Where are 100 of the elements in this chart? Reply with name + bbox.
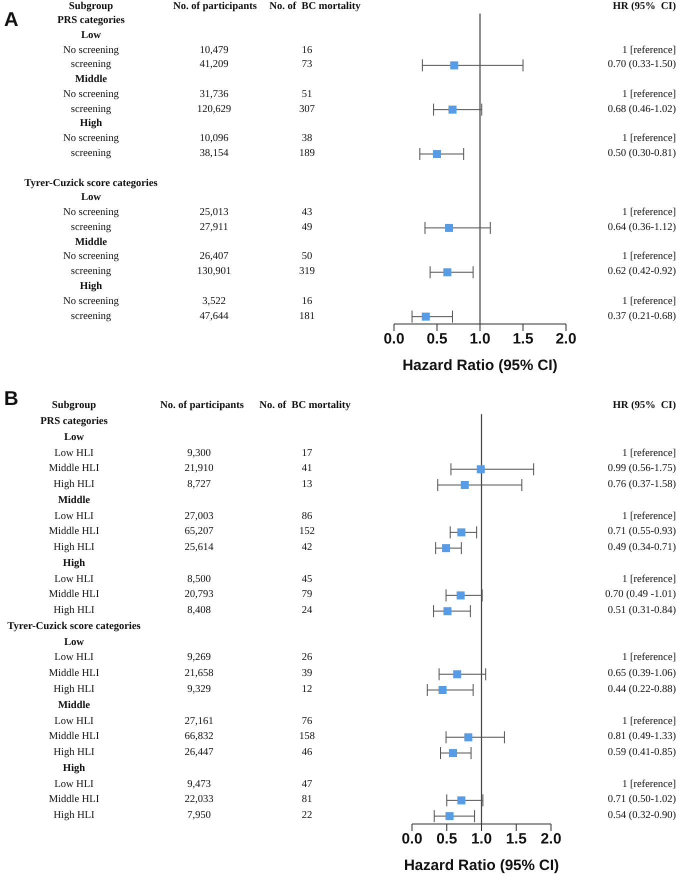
data-label: 50	[302, 251, 312, 263]
data-label: 0.54 (0.32-0.90)	[608, 810, 676, 822]
category-label: PRS categories	[40, 416, 108, 428]
data-label: 0.37 (0.21-0.68)	[608, 310, 676, 322]
point	[443, 607, 452, 616]
category-label: Middle HLI	[48, 794, 100, 806]
x-tick-label: 1.0	[470, 330, 490, 348]
data-label: 81	[302, 794, 312, 806]
category-label: No screening	[63, 296, 119, 308]
data-label: 47	[302, 778, 312, 790]
data-label: 42	[302, 542, 312, 554]
category-label: Low HLI	[54, 447, 94, 459]
data-label: 46	[302, 746, 312, 758]
text: 1 [reference]	[622, 132, 676, 144]
data-label: 49	[302, 222, 312, 234]
data-label: 86	[302, 510, 312, 522]
x-tick-label: 1.5	[512, 330, 534, 348]
point	[442, 544, 450, 552]
category-label: Low HLI	[54, 510, 94, 522]
text: No. of BC mortality	[259, 400, 351, 412]
x-tick-label: 2.0	[540, 830, 562, 848]
data-label: 16	[302, 296, 312, 308]
data-label: 22	[302, 810, 312, 822]
x-tick-label: 1.5	[506, 830, 527, 848]
text: 1 [reference]	[622, 206, 676, 218]
category-label: Middle	[74, 236, 108, 248]
category-label: Low	[81, 30, 101, 42]
data-label: 9,300	[187, 447, 211, 459]
data-label: 43	[302, 206, 312, 218]
data-label: 7,950	[187, 810, 211, 822]
data-label: 26,407	[200, 251, 228, 263]
category-label: High HLI	[53, 604, 95, 616]
point	[438, 686, 447, 694]
category-label: PRS categories	[57, 14, 125, 26]
data-label: 0.59 (0.41-0.85)	[608, 746, 676, 758]
data-label: 79	[302, 589, 312, 601]
data-label: 0.81 (0.49-1.33)	[608, 731, 676, 743]
x-tick-label: 2.0	[556, 330, 576, 348]
category-label: Low HLI	[54, 652, 94, 664]
category-label: High	[62, 762, 86, 774]
point	[476, 465, 485, 474]
text: B	[4, 388, 18, 410]
data-label: 25,614	[184, 542, 214, 554]
point	[433, 150, 441, 158]
text: 1 [reference]	[622, 652, 676, 664]
category-label: Middle HLI	[48, 589, 100, 601]
category-label: Middle HLI	[48, 731, 100, 743]
data-label: 16	[302, 44, 312, 56]
data-label: 21,658	[184, 668, 214, 680]
point	[445, 224, 454, 232]
category-label: High HLI	[53, 810, 95, 822]
data-label: 9,329	[187, 684, 211, 696]
point	[453, 670, 462, 678]
text: No. of BC mortality	[269, 0, 361, 12]
data-label: 0.68 (0.46-1.02)	[608, 103, 676, 115]
category-label: Middle HLI	[48, 463, 100, 475]
category-label: Middle HLI	[48, 526, 100, 538]
category-label: screening	[70, 148, 112, 160]
data-label: 0.64 (0.36-1.12)	[608, 222, 676, 234]
data-label: 0.51 (0.31-0.84)	[608, 604, 676, 616]
category-label: No screening	[63, 206, 119, 218]
text: 1 [reference]	[622, 44, 676, 56]
point	[449, 749, 458, 758]
data-label: 20,793	[184, 589, 214, 601]
point	[448, 106, 456, 114]
category-label: Low HLI	[54, 573, 94, 585]
data-label: 0.50 (0.30-0.81)	[608, 148, 676, 160]
category-label: Low	[64, 636, 84, 648]
category-label: No screening	[63, 88, 119, 100]
data-label: 10,096	[200, 132, 228, 144]
data-label: 0.44 (0.22-0.88)	[608, 684, 676, 696]
data-label: 25,013	[200, 206, 228, 218]
data-label: 76	[302, 715, 312, 727]
data-label: 9,473	[187, 778, 211, 790]
data-label: 45	[302, 573, 312, 585]
data-label: 24	[302, 604, 312, 616]
category-label: Middle HLI	[48, 668, 100, 680]
category-label: High	[80, 280, 102, 292]
data-label: 38	[302, 132, 312, 144]
data-label: 152	[299, 526, 315, 538]
text: Subgroup	[68, 0, 114, 12]
data-label: 73	[302, 59, 312, 71]
data-label: 0.62 (0.42-0.92)	[608, 266, 676, 278]
category-label: Tyrer-Cuzick score categories	[7, 620, 141, 632]
category-label: Low HLI	[54, 715, 94, 727]
text: 1 [reference]	[622, 510, 676, 522]
data-label: 51	[302, 88, 312, 100]
data-label: 8,408	[187, 604, 211, 616]
text: HR (95% CI)	[612, 400, 676, 412]
x-tick-label: 0.5	[426, 330, 448, 348]
data-label: 8,500	[187, 573, 211, 585]
data-label: 189	[299, 148, 315, 160]
data-label: 41	[302, 463, 312, 475]
data-label: 130,901	[196, 266, 232, 278]
x-axis-title: Hazard Ratio (95% CI)	[404, 857, 560, 874]
data-label: 3,522	[202, 296, 226, 308]
data-label: 0.71 (0.50-1.02)	[608, 794, 676, 806]
data-label: 65,207	[184, 526, 214, 538]
data-label: 10,479	[200, 44, 228, 56]
text: No. of participants	[173, 0, 257, 12]
